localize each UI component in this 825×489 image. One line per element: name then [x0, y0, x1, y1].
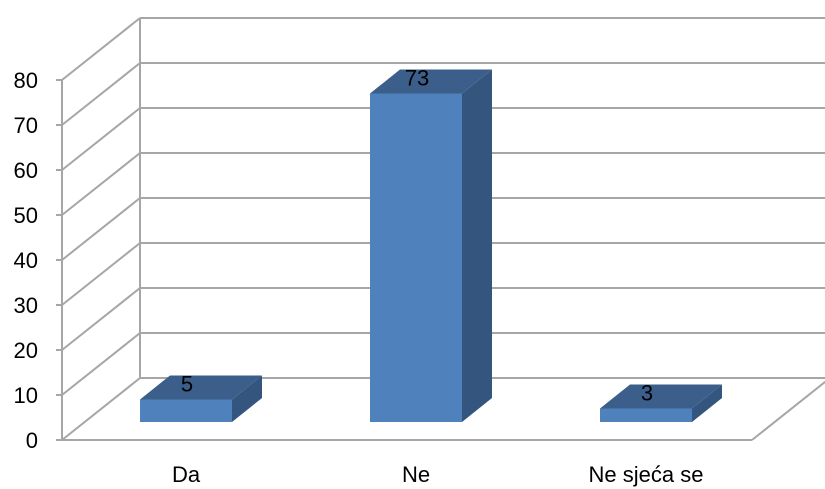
labels: 5 Da 73 Ne 3 Ne sjeća se: [172, 66, 704, 488]
bar-top: [140, 375, 262, 400]
gridline-depth: [61, 332, 141, 396]
y-tick-label: 70: [14, 113, 38, 138]
bar-ne: [370, 93, 462, 422]
gridline-depth: [61, 287, 141, 351]
floor-side-edge: [751, 380, 825, 441]
y-tick-label: 80: [14, 68, 38, 93]
y-tick-label: 60: [14, 158, 38, 183]
gridline-depth: [61, 107, 141, 171]
data-label: 73: [405, 66, 429, 91]
x-tick-label: Ne: [402, 462, 430, 487]
bar-side: [232, 375, 262, 422]
gridline-depth: [61, 197, 141, 261]
x-tick-label: Ne sjeća se: [589, 462, 704, 487]
y-tick-label: 10: [14, 383, 38, 408]
gridline-depth: [61, 152, 141, 216]
y-tick-label: 0: [26, 428, 38, 453]
bars: [140, 69, 722, 422]
y-tick-label: 20: [14, 338, 38, 363]
bar-da: [140, 399, 232, 422]
y-tick-label: 30: [14, 293, 38, 318]
bar-ne-sjeća-se: [600, 408, 692, 422]
bar-top: [600, 384, 722, 409]
gridline-depth: [61, 242, 141, 306]
bar-top: [370, 69, 492, 94]
gridline-depth: [61, 377, 141, 441]
gridline-depth: [61, 62, 141, 126]
y-tick-label: 50: [14, 203, 38, 228]
y-axis: 0 10 20 30 40 50 60 70 80: [14, 68, 62, 453]
bar-side: [692, 384, 722, 422]
x-tick-label: Da: [172, 462, 201, 487]
bar-side: [462, 69, 492, 422]
gridline-depth: [61, 17, 141, 81]
data-label: 3: [641, 381, 653, 406]
y-tick-label: 40: [14, 248, 38, 273]
data-label: 5: [181, 372, 193, 397]
